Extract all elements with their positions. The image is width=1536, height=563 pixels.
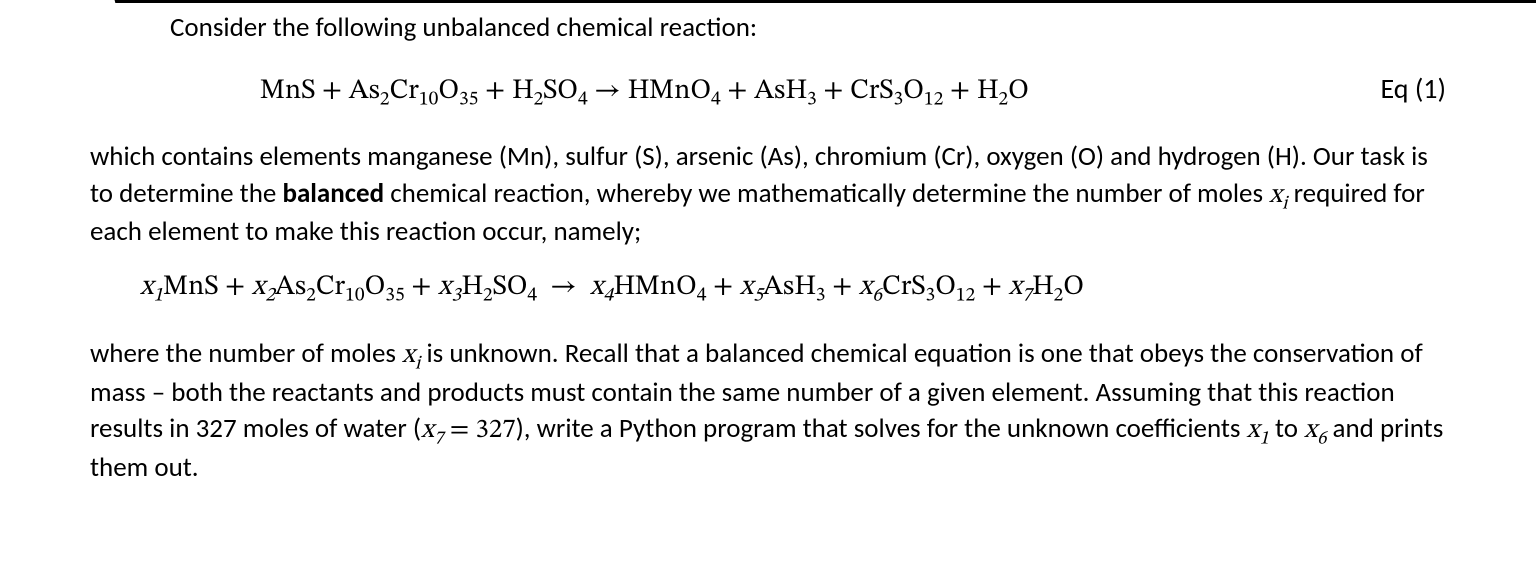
- x1-symbol: x1: [1247, 417, 1269, 444]
- intro-paragraph: Consider the following unbalanced chemic…: [90, 10, 1446, 46]
- equation-1: MnS + As2Cr10O35 + H2SO4 → HMnO4 + AsH3 …: [90, 70, 1446, 111]
- xi-symbol-2: xi: [402, 342, 420, 369]
- x6-symbol: x6: [1304, 417, 1326, 444]
- p3-text-a: where the number of moles: [90, 337, 402, 370]
- paragraph-2: which contains elements manganese (Mn), …: [90, 139, 1446, 250]
- eq2-expression: x1MnS + x2As2Cr10O35 + x3H2SO4 → x4HMnO4…: [140, 269, 1084, 307]
- eq1-expression: MnS + As2Cr10O35 + H2SO4 → HMnO4 + AsH3 …: [260, 73, 1029, 111]
- xi-symbol: xi: [1269, 182, 1287, 209]
- equation-1-label: Eq (1): [1321, 70, 1446, 108]
- x7-eq-327: x7 = 327: [421, 417, 516, 444]
- p3-text-d: to: [1269, 412, 1304, 445]
- p2-text-b: chemical reaction, whereby we mathematic…: [384, 177, 1269, 210]
- p2-bold: balanced: [282, 177, 384, 210]
- p3-text-c: ), write a Python program that solves fo…: [516, 412, 1247, 445]
- paragraph-3: where the number of moles xi is unknown.…: [90, 336, 1446, 486]
- document-body: Consider the following unbalanced chemic…: [0, 0, 1536, 524]
- equation-2: x1MnS + x2As2Cr10O35 + x3H2SO4 → x4HMnO4…: [90, 269, 1446, 307]
